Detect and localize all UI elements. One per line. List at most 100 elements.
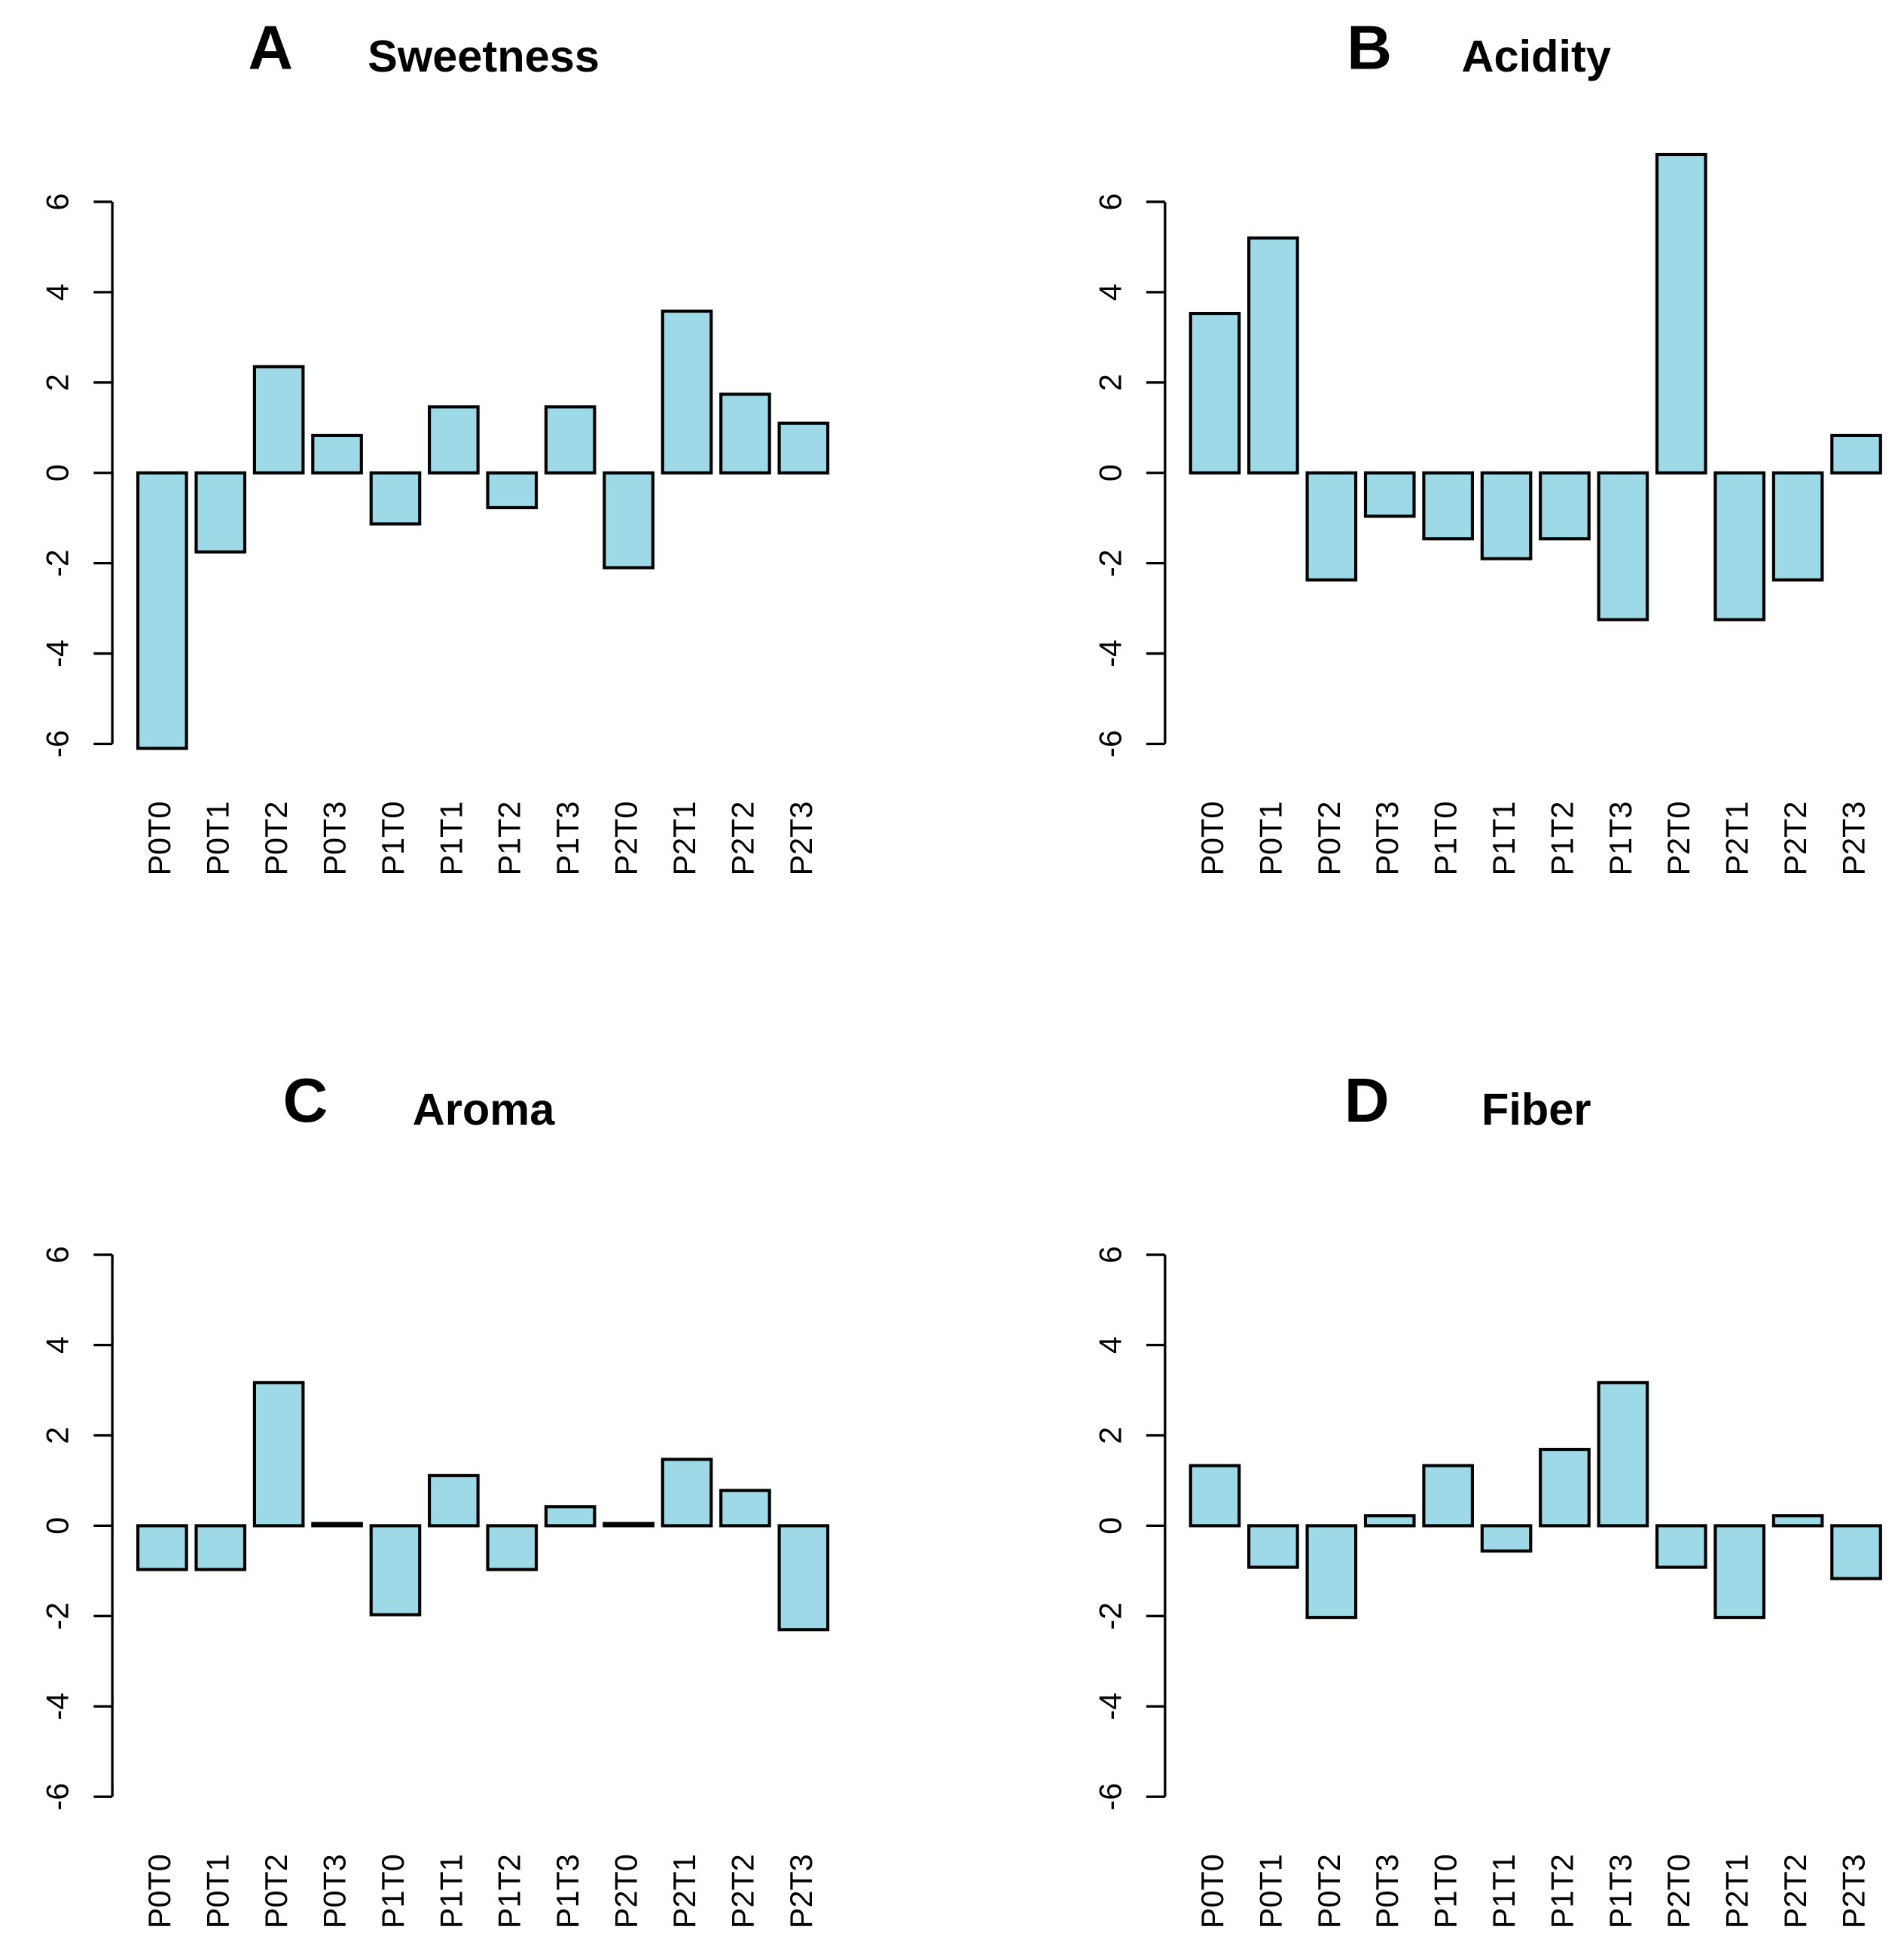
x-tick-label: P0T0 bbox=[142, 1854, 177, 1928]
panel-letter: B bbox=[1347, 12, 1392, 82]
bar bbox=[719, 1489, 771, 1528]
x-tick-label: P0T2 bbox=[259, 802, 294, 876]
x-tick-label: P0T2 bbox=[259, 1854, 294, 1928]
x-tick-label: P2T3 bbox=[1836, 1854, 1871, 1928]
bar bbox=[1539, 471, 1591, 541]
bar bbox=[1480, 471, 1533, 560]
y-tick-label: -6 bbox=[1093, 730, 1127, 758]
x-tick-label: P2T1 bbox=[1720, 802, 1755, 876]
y-tick-label: -6 bbox=[1093, 1783, 1127, 1811]
panel-letter: A bbox=[248, 12, 293, 82]
bar bbox=[1305, 1524, 1358, 1620]
x-tick-label: P2T1 bbox=[667, 802, 702, 876]
x-tick-label: P1T2 bbox=[493, 802, 527, 876]
bar bbox=[719, 392, 771, 475]
x-tick-label: P1T3 bbox=[551, 802, 585, 876]
bar bbox=[777, 1524, 830, 1632]
bar bbox=[1188, 1464, 1241, 1528]
x-tick-label: P2T0 bbox=[1661, 802, 1696, 876]
y-tick-label: -2 bbox=[41, 549, 75, 577]
y-tick-label: 6 bbox=[41, 193, 75, 210]
bar bbox=[194, 1524, 247, 1571]
bar bbox=[369, 471, 422, 526]
bar bbox=[1363, 1514, 1416, 1528]
x-tick-label: P2T2 bbox=[725, 1854, 760, 1928]
x-tick-label: P1T0 bbox=[1429, 1854, 1463, 1928]
x-tick-label: P1T2 bbox=[493, 1854, 527, 1928]
x-tick-label: P2T3 bbox=[784, 802, 819, 876]
y-tick-label: 2 bbox=[1093, 374, 1127, 391]
bar bbox=[252, 365, 305, 475]
bar bbox=[1422, 471, 1474, 541]
bar bbox=[1188, 311, 1241, 475]
x-tick-label: P0T3 bbox=[1370, 1854, 1405, 1928]
x-tick-label: P0T0 bbox=[1195, 802, 1230, 876]
bar bbox=[311, 433, 363, 475]
bar bbox=[661, 309, 713, 475]
bar bbox=[603, 471, 654, 569]
panel: A Sweetness -6 -4 -2 0 2 4 6 P0T0 P0T1 P0T2 P0T3 P1T0… bbox=[41, 12, 830, 876]
x-tick-label: P2T1 bbox=[667, 1854, 702, 1928]
x-tick-label: P1T1 bbox=[434, 1854, 468, 1928]
bar bbox=[603, 1522, 654, 1528]
y-tick-label: -6 bbox=[41, 1783, 75, 1811]
y-tick-label: -4 bbox=[41, 640, 75, 667]
bar bbox=[544, 1505, 597, 1528]
bar bbox=[136, 1524, 188, 1571]
x-tick-label: P1T1 bbox=[1487, 1854, 1521, 1928]
panel: B Acidity -6 -4 -2 0 2 4 6 P0T0 P0T1 P0T2 P0T3 P1T0 P1… bbox=[1093, 12, 1882, 876]
x-tick-label: P0T1 bbox=[201, 1854, 236, 1928]
y-tick-label: 2 bbox=[41, 1427, 75, 1444]
bar bbox=[1597, 471, 1649, 621]
x-tick-label: P0T3 bbox=[1370, 802, 1405, 876]
x-tick-label: P2T2 bbox=[1778, 1854, 1813, 1928]
bar bbox=[1597, 1381, 1649, 1528]
y-tick-label: -2 bbox=[1093, 1602, 1127, 1630]
x-tick-label: P1T0 bbox=[376, 1854, 410, 1928]
x-tick-label: P2T3 bbox=[784, 1854, 819, 1928]
x-tick-label: P2T0 bbox=[609, 1854, 644, 1928]
bar bbox=[1539, 1448, 1591, 1528]
y-tick-label: 4 bbox=[41, 283, 75, 301]
panel: C Aroma -6 -4 -2 0 2 4 6 P0T0 P0T1 P0T2 P0T3 P1T0 P1T1… bbox=[41, 1065, 830, 1928]
bar bbox=[486, 471, 539, 509]
bar bbox=[252, 1381, 305, 1528]
y-tick-label: 6 bbox=[1093, 1246, 1127, 1263]
x-tick-label: P0T0 bbox=[142, 802, 177, 876]
x-tick-label: P1T0 bbox=[1429, 802, 1463, 876]
bar bbox=[194, 471, 247, 554]
y-tick-label: -4 bbox=[41, 1693, 75, 1721]
x-tick-label: P2T2 bbox=[1778, 802, 1813, 876]
y-tick-label: 6 bbox=[1093, 193, 1127, 210]
y-tick-label: -4 bbox=[1093, 1693, 1127, 1721]
bar bbox=[428, 405, 480, 475]
x-tick-label: P2T0 bbox=[1661, 1854, 1696, 1928]
bar bbox=[369, 1524, 422, 1617]
y-tick-label: 0 bbox=[41, 1517, 75, 1534]
bar bbox=[428, 1473, 480, 1528]
bar bbox=[1655, 152, 1707, 475]
panel-title: Fiber bbox=[1481, 1084, 1591, 1134]
x-tick-label: P0T0 bbox=[1195, 1854, 1230, 1928]
bar bbox=[1830, 433, 1882, 475]
panel: D Fiber -6 -4 -2 0 2 4 6 P0T0 P0T1 P0T2 P0T3 P1T0 P1T1… bbox=[1093, 1065, 1882, 1928]
bar bbox=[1655, 1524, 1707, 1569]
x-tick-label: P0T1 bbox=[1253, 1854, 1288, 1928]
x-tick-label: P1T1 bbox=[1487, 802, 1521, 876]
x-tick-label: P2T0 bbox=[609, 802, 644, 876]
bar bbox=[1305, 471, 1358, 582]
bar bbox=[486, 1524, 539, 1571]
x-tick-label: P2T2 bbox=[725, 802, 760, 876]
y-tick-label: 4 bbox=[41, 1336, 75, 1354]
x-tick-label: P2T3 bbox=[1836, 802, 1871, 876]
x-tick-label: P1T3 bbox=[1603, 1854, 1638, 1928]
panel-letter: D bbox=[1344, 1065, 1390, 1135]
bar bbox=[1422, 1464, 1474, 1528]
x-tick-label: P1T1 bbox=[434, 802, 468, 876]
bar bbox=[777, 421, 830, 475]
y-tick-label: 0 bbox=[41, 464, 75, 481]
y-tick-label: -4 bbox=[1093, 640, 1127, 667]
y-tick-label: 4 bbox=[1093, 1336, 1127, 1354]
